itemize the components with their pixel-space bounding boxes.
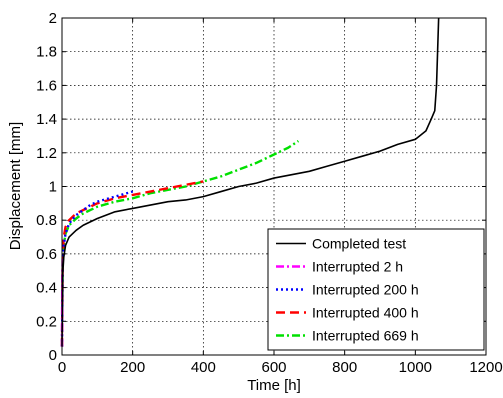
y-tick-label: 2 [49, 10, 57, 27]
legend-entry: Interrupted 2 h [312, 259, 403, 275]
x-axis-label: Time [h] [247, 377, 301, 394]
y-tick-label: 0.8 [36, 212, 57, 229]
legend-entry: Interrupted 400 h [312, 305, 419, 321]
series-line-1 [61, 17, 440, 347]
y-tick-label: 0.4 [36, 280, 57, 297]
y-axis-label: Displacement [mm] [7, 122, 24, 250]
y-tick-label: 1.6 [36, 77, 57, 94]
x-tick-label: 600 [261, 359, 286, 376]
y-tick-label: 1.4 [36, 111, 57, 128]
legend: Completed test Interrupted 2 h Interrupted… [267, 228, 485, 351]
x-tick-label: 800 [332, 359, 357, 376]
series-line-4 [60, 180, 204, 347]
y-tick-label: 0.6 [36, 246, 57, 263]
y-tick-label: 1 [49, 179, 57, 196]
legend-box [267, 228, 485, 351]
y-tick-label: 0.2 [36, 313, 57, 330]
x-tick-label: 1200 [469, 359, 502, 376]
ticks: 0 200 400 600 800 1000 1200 0 0.2 0.4 0.6 0.8 1 1.2 1.… [36, 10, 503, 376]
x-tick-label: 200 [120, 359, 145, 376]
x-tick-label: 1000 [399, 359, 432, 376]
legend-entry: Interrupted 669 h [312, 328, 419, 344]
y-tick-label: 0 [49, 347, 57, 364]
legend-entry: Interrupted 200 h [312, 282, 419, 298]
legend-entry: Completed test [312, 236, 406, 252]
x-tick-label: 400 [191, 359, 216, 376]
series-line-3 [60, 190, 133, 347]
y-tick-label: 1.2 [36, 145, 57, 162]
x-tick-label: 0 [58, 359, 66, 376]
y-tick-label: 1.8 [36, 44, 57, 61]
